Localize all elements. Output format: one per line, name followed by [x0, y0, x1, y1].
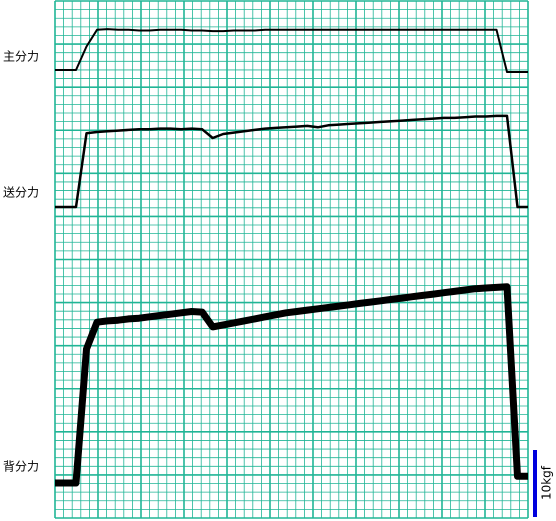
legend-label: 背分力	[3, 460, 39, 474]
trace	[55, 114, 528, 209]
legend-label: 送分力	[3, 185, 39, 200]
trace	[55, 283, 528, 487]
trace	[55, 28, 528, 73]
legend-label: 主分力	[3, 50, 39, 64]
grid	[54, 0, 529, 519]
scale-bar-label: 10kgf	[540, 465, 554, 500]
